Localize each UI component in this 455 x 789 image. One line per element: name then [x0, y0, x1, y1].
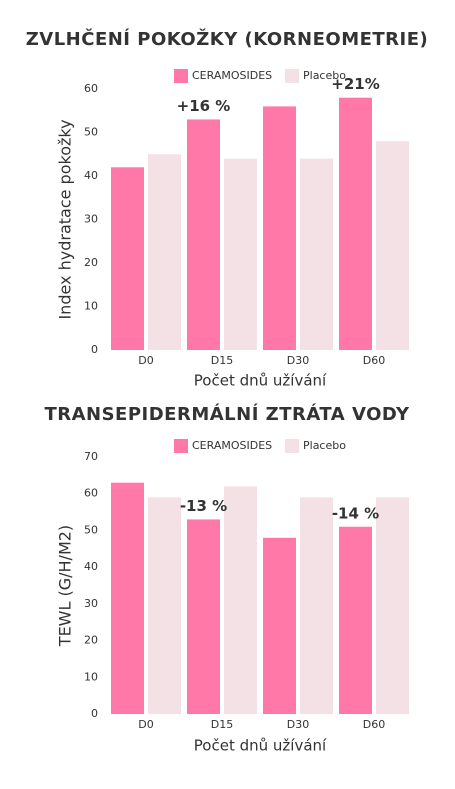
- y-tick-label: 10: [84, 300, 98, 313]
- bar: [339, 97, 372, 350]
- y-tick-label: 40: [84, 560, 98, 573]
- bar: [111, 167, 144, 350]
- bar: [111, 482, 144, 714]
- y-tick-label: 60: [84, 487, 98, 500]
- y-tick-label: 60: [84, 82, 98, 95]
- bar: [187, 519, 220, 714]
- bar: [263, 106, 296, 351]
- legend-swatch: [285, 439, 299, 453]
- y-axis-label: Index hydratace pokožky: [56, 119, 75, 319]
- y-tick-label: 20: [84, 256, 98, 269]
- bar: [376, 497, 409, 714]
- y-axis-label: TEWL (G/H/M2): [56, 525, 75, 647]
- bar: [224, 486, 257, 714]
- y-tick-label: 30: [84, 213, 98, 226]
- legend-label: CERAMOSIDES: [192, 69, 272, 82]
- y-tick-label: 30: [84, 597, 98, 610]
- bar: [224, 158, 257, 350]
- bar: [187, 119, 220, 350]
- x-tick-label: D0: [138, 354, 153, 367]
- bar: [148, 497, 181, 714]
- annotation: -13 %: [180, 497, 227, 515]
- legend-label: CERAMOSIDES: [192, 439, 272, 452]
- bar: [376, 141, 409, 350]
- x-tick-label: D15: [211, 354, 233, 367]
- legend-label: Placebo: [303, 69, 346, 82]
- x-tick-label: D60: [363, 718, 385, 731]
- legend-swatch: [174, 69, 188, 83]
- annotation: -14 %: [332, 504, 379, 522]
- y-tick-label: 0: [91, 707, 98, 720]
- bar: [148, 154, 181, 350]
- y-tick-label: 20: [84, 634, 98, 647]
- x-axis-label: Počet dnů užívání: [194, 372, 327, 390]
- x-tick-label: D60: [363, 354, 385, 367]
- x-tick-label: D30: [287, 718, 309, 731]
- legend-swatch: [285, 69, 299, 83]
- legend-swatch: [174, 439, 188, 453]
- x-tick-label: D15: [211, 718, 233, 731]
- bar: [300, 158, 333, 350]
- x-axis-label: Počet dnů užívání: [194, 737, 327, 755]
- bar: [263, 537, 296, 714]
- x-tick-label: D30: [287, 354, 309, 367]
- bar: [300, 497, 333, 714]
- legend-label: Placebo: [303, 439, 346, 452]
- chart-title: TRANSEPIDERMÁLNÍ ZTRÁTA VODY: [44, 403, 410, 425]
- y-tick-label: 40: [84, 169, 98, 182]
- y-tick-label: 0: [91, 343, 98, 356]
- y-tick-label: 50: [84, 126, 98, 139]
- x-tick-label: D0: [138, 718, 153, 731]
- annotation: +21%: [331, 75, 379, 93]
- bar: [339, 526, 372, 714]
- y-tick-label: 70: [84, 450, 98, 463]
- y-tick-label: 10: [84, 670, 98, 683]
- y-tick-label: 50: [84, 523, 98, 536]
- annotation: +16 %: [177, 97, 231, 115]
- chart-title: ZVLHČENÍ POKOŽKY (KORNEOMETRIE): [26, 28, 429, 50]
